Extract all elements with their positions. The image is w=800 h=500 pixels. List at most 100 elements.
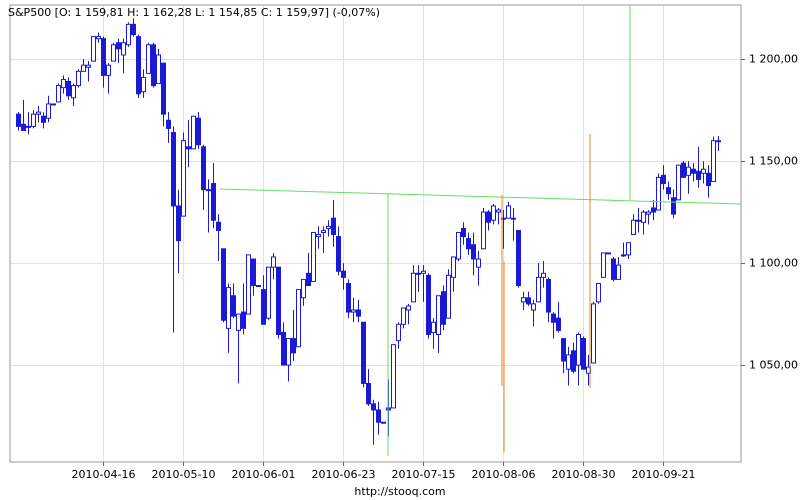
- candle-body: [226, 287, 231, 329]
- candle-body: [161, 62, 166, 115]
- candle-body: [31, 113, 36, 127]
- candle-body: [61, 78, 66, 89]
- candle-body: [86, 64, 91, 68]
- candle-body: [381, 421, 386, 424]
- candle-body: [376, 409, 381, 423]
- plot-frame: [9, 4, 742, 463]
- candle-body: [241, 311, 246, 329]
- footer: http://stooq.com: [354, 485, 445, 498]
- candle-body: [126, 23, 131, 46]
- candle-body: [96, 36, 101, 40]
- candle-body: [231, 295, 236, 317]
- candle-body: [211, 183, 216, 221]
- candle-body: [276, 266, 281, 335]
- candle-body: [531, 303, 536, 311]
- candle-body: [551, 313, 556, 323]
- candle-body: [191, 115, 196, 150]
- candle-body: [141, 76, 146, 93]
- candle-body: [491, 205, 496, 221]
- candle-body: [46, 103, 51, 119]
- x-tick-label: 2010-08-06: [472, 468, 536, 481]
- candle-body: [686, 166, 691, 176]
- candle-body: [576, 333, 581, 366]
- candle-body: [511, 217, 516, 220]
- candle-body: [351, 309, 356, 313]
- candle-body: [281, 331, 286, 366]
- candle-body: [546, 278, 551, 313]
- candle-body: [431, 321, 436, 333]
- candle-body: [21, 123, 26, 131]
- candle-body: [666, 187, 671, 195]
- candle-body: [486, 211, 491, 223]
- x-tick-label: 2010-04-16: [72, 468, 136, 481]
- candle-body: [171, 132, 176, 207]
- candle-body: [36, 111, 41, 115]
- y-tick-label: 1 100,00: [749, 257, 798, 270]
- candle-body: [516, 229, 521, 287]
- candle-body: [676, 164, 681, 201]
- candle-body: [441, 291, 446, 325]
- x-tick-label: 2010-05-10: [152, 468, 216, 481]
- candle-body: [176, 205, 181, 242]
- candle-body: [76, 70, 81, 87]
- candle-body: [101, 38, 106, 76]
- candle-body: [401, 307, 406, 325]
- candle-body: [266, 266, 271, 319]
- candle-body: [316, 234, 321, 238]
- candle-body: [246, 254, 251, 315]
- candle-body: [346, 282, 351, 313]
- candle-body: [106, 64, 111, 76]
- candle-body: [256, 285, 261, 288]
- candle-body: [621, 254, 626, 257]
- candle-body: [536, 276, 541, 303]
- candle-body: [26, 125, 31, 128]
- candle-body: [711, 140, 716, 182]
- candle-body: [181, 140, 186, 217]
- x-tick-label: 2010-08-30: [552, 468, 616, 481]
- candle-body: [506, 205, 511, 219]
- candle-body: [151, 44, 156, 87]
- candle-body: [341, 270, 346, 278]
- candle-body: [696, 170, 701, 180]
- candle-body: [166, 119, 171, 129]
- candle-body: [456, 231, 461, 260]
- candle-body: [206, 189, 211, 192]
- candle-body: [391, 344, 396, 409]
- candle-body: [481, 211, 486, 250]
- candle-body: [91, 36, 96, 62]
- y-tick-label: 1 050,00: [749, 359, 798, 372]
- candle-body: [436, 295, 441, 335]
- candle-body: [301, 278, 306, 299]
- chart-title: S&P500 [O: 1 159,81 H: 1 162,28 L: 1 154…: [8, 6, 380, 19]
- candle-body: [66, 81, 71, 97]
- candle-body: [426, 274, 431, 335]
- candle-body: [81, 64, 86, 72]
- candle-body: [286, 338, 291, 366]
- candle-body: [261, 289, 266, 325]
- candle-body: [336, 236, 341, 272]
- candle-body: [411, 272, 416, 303]
- candle-body: [561, 338, 566, 362]
- candle-body: [571, 350, 576, 372]
- candle-body: [521, 297, 526, 303]
- candle-body: [451, 256, 456, 278]
- candle-body: [361, 321, 366, 384]
- candle-body: [71, 85, 76, 99]
- candle-body: [51, 103, 56, 106]
- candle-body: [321, 229, 326, 233]
- candle-body: [461, 227, 466, 238]
- candle-body: [201, 146, 206, 191]
- candle-body: [656, 176, 661, 211]
- x-tick-label: 2010-09-21: [632, 468, 696, 481]
- candle-body: [251, 258, 256, 287]
- x-tick-label: 2010-07-15: [392, 468, 456, 481]
- candle-body: [146, 44, 151, 74]
- candle-body: [706, 172, 711, 187]
- candle-body: [131, 23, 136, 36]
- candle-body: [671, 197, 676, 215]
- candle-body: [371, 403, 376, 411]
- candle-body: [596, 282, 601, 303]
- x-tick-label: 2010-06-23: [312, 468, 376, 481]
